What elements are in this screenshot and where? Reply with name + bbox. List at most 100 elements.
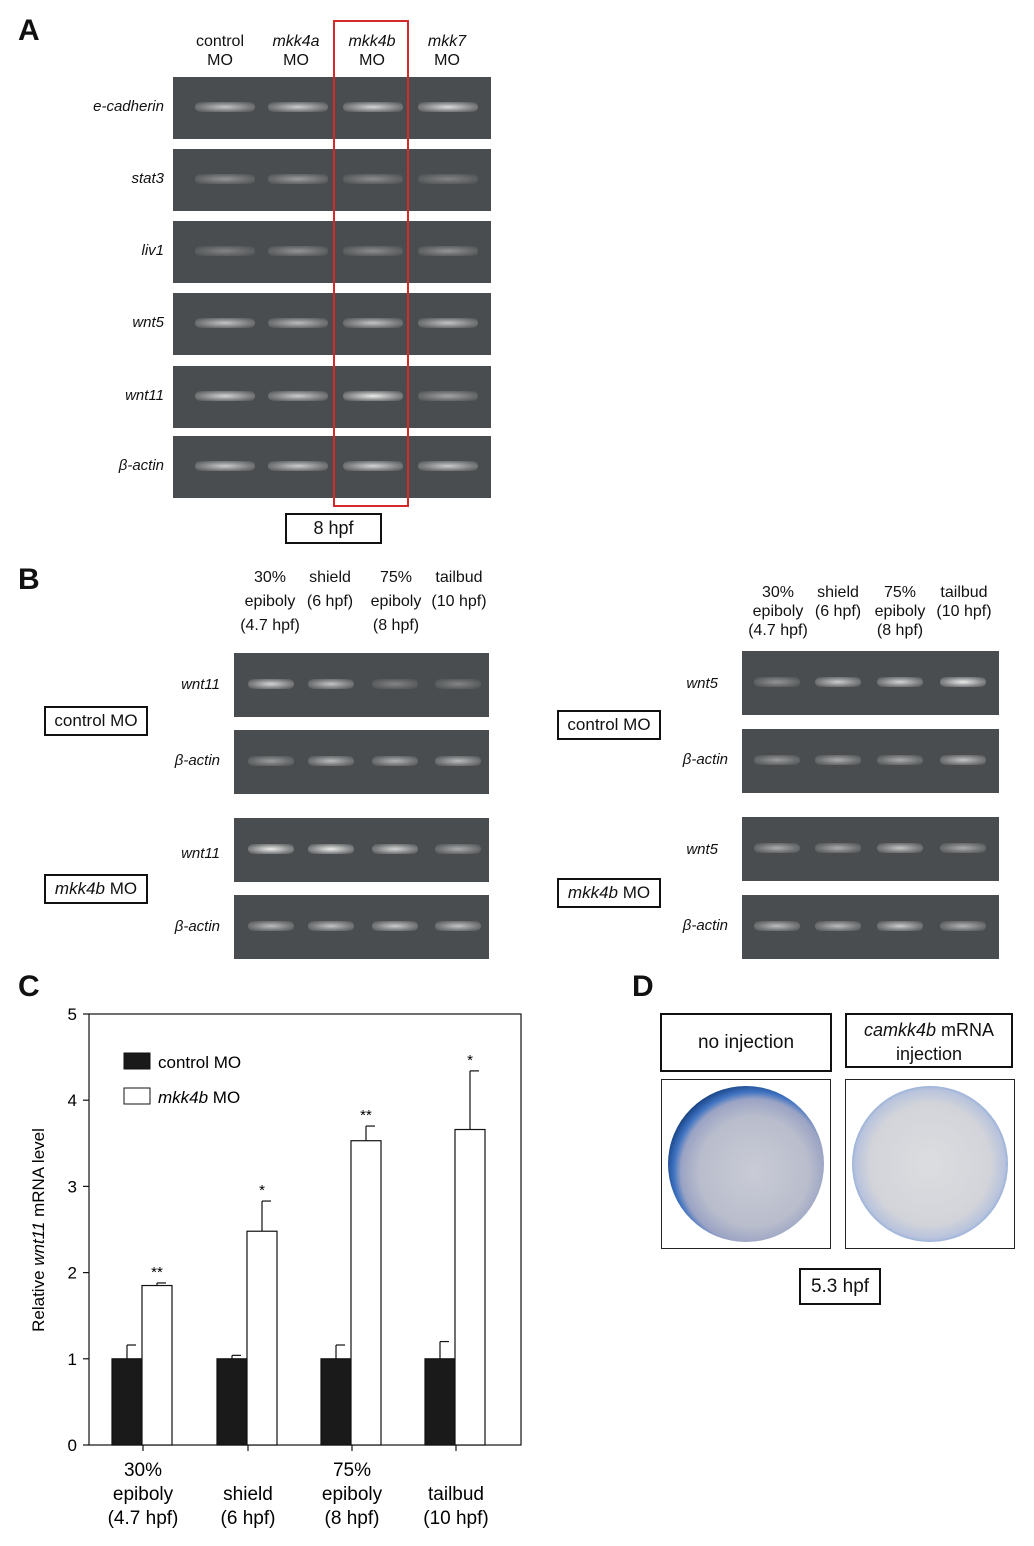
gene-label-actin: β-actin bbox=[174, 752, 220, 769]
gel-band bbox=[877, 677, 923, 687]
gel-band bbox=[435, 756, 481, 766]
embryo-image-no-injection bbox=[661, 1079, 831, 1249]
y-tick-label: 1 bbox=[68, 1350, 77, 1369]
panel-b-left-control-box: control MO bbox=[44, 706, 148, 736]
bar bbox=[424, 1358, 456, 1446]
y-tick-label: 2 bbox=[68, 1264, 77, 1283]
plot-frame bbox=[88, 1013, 522, 1446]
gel-band bbox=[308, 756, 354, 766]
gel-a-row-5 bbox=[173, 366, 491, 428]
gel-a-row-3 bbox=[173, 221, 491, 283]
gel-band bbox=[343, 461, 403, 471]
y-axis-label: Relative wnt11 mRNA level bbox=[29, 1128, 48, 1332]
stage-header-1: 30% epiboly (4.7 hpf) bbox=[240, 569, 300, 634]
gel-band bbox=[815, 921, 861, 931]
x-tick-label: (10 hpf) bbox=[423, 1508, 488, 1529]
legend-swatch-mkk4b bbox=[123, 1087, 151, 1105]
y-tick-label: 0 bbox=[68, 1436, 77, 1455]
stage-header-r1: 30% epiboly (4.7 hpf) bbox=[748, 584, 808, 639]
gel-band bbox=[248, 756, 294, 766]
legend-label-control: control MO bbox=[158, 1053, 241, 1072]
gel-band bbox=[372, 679, 418, 689]
significance-label: ** bbox=[360, 1107, 372, 1124]
gene-label-wnt11: wnt11 bbox=[181, 845, 220, 862]
gel-band bbox=[195, 391, 255, 401]
gene-label: wnt11 bbox=[125, 387, 164, 404]
bar bbox=[320, 1358, 352, 1446]
gel-band bbox=[877, 843, 923, 853]
gel-band bbox=[418, 102, 478, 112]
gel-b-right-wnt5-mkk4b bbox=[742, 817, 999, 881]
panel-d-right-title-box: camkk4b mRNA injection bbox=[845, 1013, 1013, 1068]
gel-band bbox=[343, 174, 403, 184]
gel-band bbox=[268, 102, 328, 112]
gene-label: β-actin bbox=[118, 457, 164, 474]
stage-header-r4: tailbud (10 hpf) bbox=[936, 584, 992, 620]
x-tick-label: 30% bbox=[124, 1460, 162, 1481]
gel-a-row-6 bbox=[173, 436, 491, 498]
gel-b-right-actin-mkk4b bbox=[742, 895, 999, 959]
chart-legend: control MO mkk4b MO bbox=[123, 1052, 241, 1107]
lane-header-3: mkk4b MO bbox=[348, 33, 396, 69]
lane-header-4: mkk7 MO bbox=[427, 33, 467, 69]
panel-b-left-mkk4b-box: mkk4b MO bbox=[44, 874, 148, 904]
gel-band bbox=[268, 318, 328, 328]
x-tick-label: epiboly bbox=[113, 1484, 174, 1505]
panel-d-left-title-box: no injection bbox=[660, 1013, 832, 1072]
gel-a-row-2 bbox=[173, 149, 491, 211]
bar bbox=[111, 1358, 143, 1446]
panel-c-letter: C bbox=[18, 970, 40, 1003]
gel-band bbox=[877, 755, 923, 765]
gene-label: e-cadherin bbox=[93, 98, 164, 115]
gel-b-left-actin-mkk4b bbox=[234, 895, 489, 959]
gel-band bbox=[418, 246, 478, 256]
gel-band bbox=[815, 677, 861, 687]
gel-band bbox=[754, 921, 800, 931]
bar bbox=[216, 1358, 248, 1446]
gel-band bbox=[248, 679, 294, 689]
chart-axes: 0 1 2 3 4 5 30% epiboly (4.7 hpf) shield (6 hpf) 75… bbox=[68, 1005, 522, 1529]
stage-header-3: 75% epiboly (8 hpf) bbox=[370, 569, 422, 634]
significance-label: ** bbox=[151, 1264, 163, 1281]
x-tick-label: shield bbox=[223, 1484, 273, 1505]
lane-header-2: mkk4a MO bbox=[272, 33, 320, 69]
gel-band bbox=[248, 921, 294, 931]
x-tick-label: epiboly bbox=[322, 1484, 383, 1505]
x-tick-label: (6 hpf) bbox=[221, 1508, 276, 1529]
gel-band bbox=[418, 391, 478, 401]
gel-band bbox=[815, 843, 861, 853]
gel-band bbox=[308, 844, 354, 854]
legend-swatch-control bbox=[123, 1052, 151, 1070]
gel-band bbox=[815, 755, 861, 765]
legend-label-mkk4b: mkk4b MO bbox=[158, 1088, 240, 1107]
gel-band bbox=[343, 318, 403, 328]
gel-band bbox=[195, 461, 255, 471]
gel-band bbox=[268, 391, 328, 401]
x-tick-label: tailbud bbox=[428, 1484, 484, 1505]
gel-band bbox=[877, 921, 923, 931]
gel-band bbox=[435, 921, 481, 931]
panel-b-letter: B bbox=[18, 563, 40, 596]
gel-band bbox=[268, 461, 328, 471]
gel-band bbox=[754, 677, 800, 687]
gel-band bbox=[940, 921, 986, 931]
lane-header-1: control MO bbox=[195, 33, 245, 69]
panel-d-timepoint-box: 5.3 hpf bbox=[799, 1268, 881, 1305]
stage-header-4: tailbud (10 hpf) bbox=[431, 569, 487, 610]
panel-a-letter: A bbox=[18, 14, 40, 47]
gel-band bbox=[418, 461, 478, 471]
significance-label: * bbox=[259, 1182, 265, 1199]
gene-label: wnt5 bbox=[132, 314, 164, 331]
gel-b-right-wnt5-control bbox=[742, 651, 999, 715]
gel-band bbox=[195, 174, 255, 184]
gel-band bbox=[418, 318, 478, 328]
gel-band bbox=[940, 755, 986, 765]
panel-b-right-mkk4b-box: mkk4b MO bbox=[557, 878, 661, 908]
y-tick-label: 3 bbox=[68, 1177, 77, 1196]
gel-band bbox=[940, 677, 986, 687]
gel-band bbox=[195, 246, 255, 256]
y-tick-label: 5 bbox=[68, 1005, 77, 1024]
gel-band bbox=[754, 755, 800, 765]
gel-band bbox=[195, 318, 255, 328]
gene-label-wnt5: wnt5 bbox=[686, 841, 718, 858]
